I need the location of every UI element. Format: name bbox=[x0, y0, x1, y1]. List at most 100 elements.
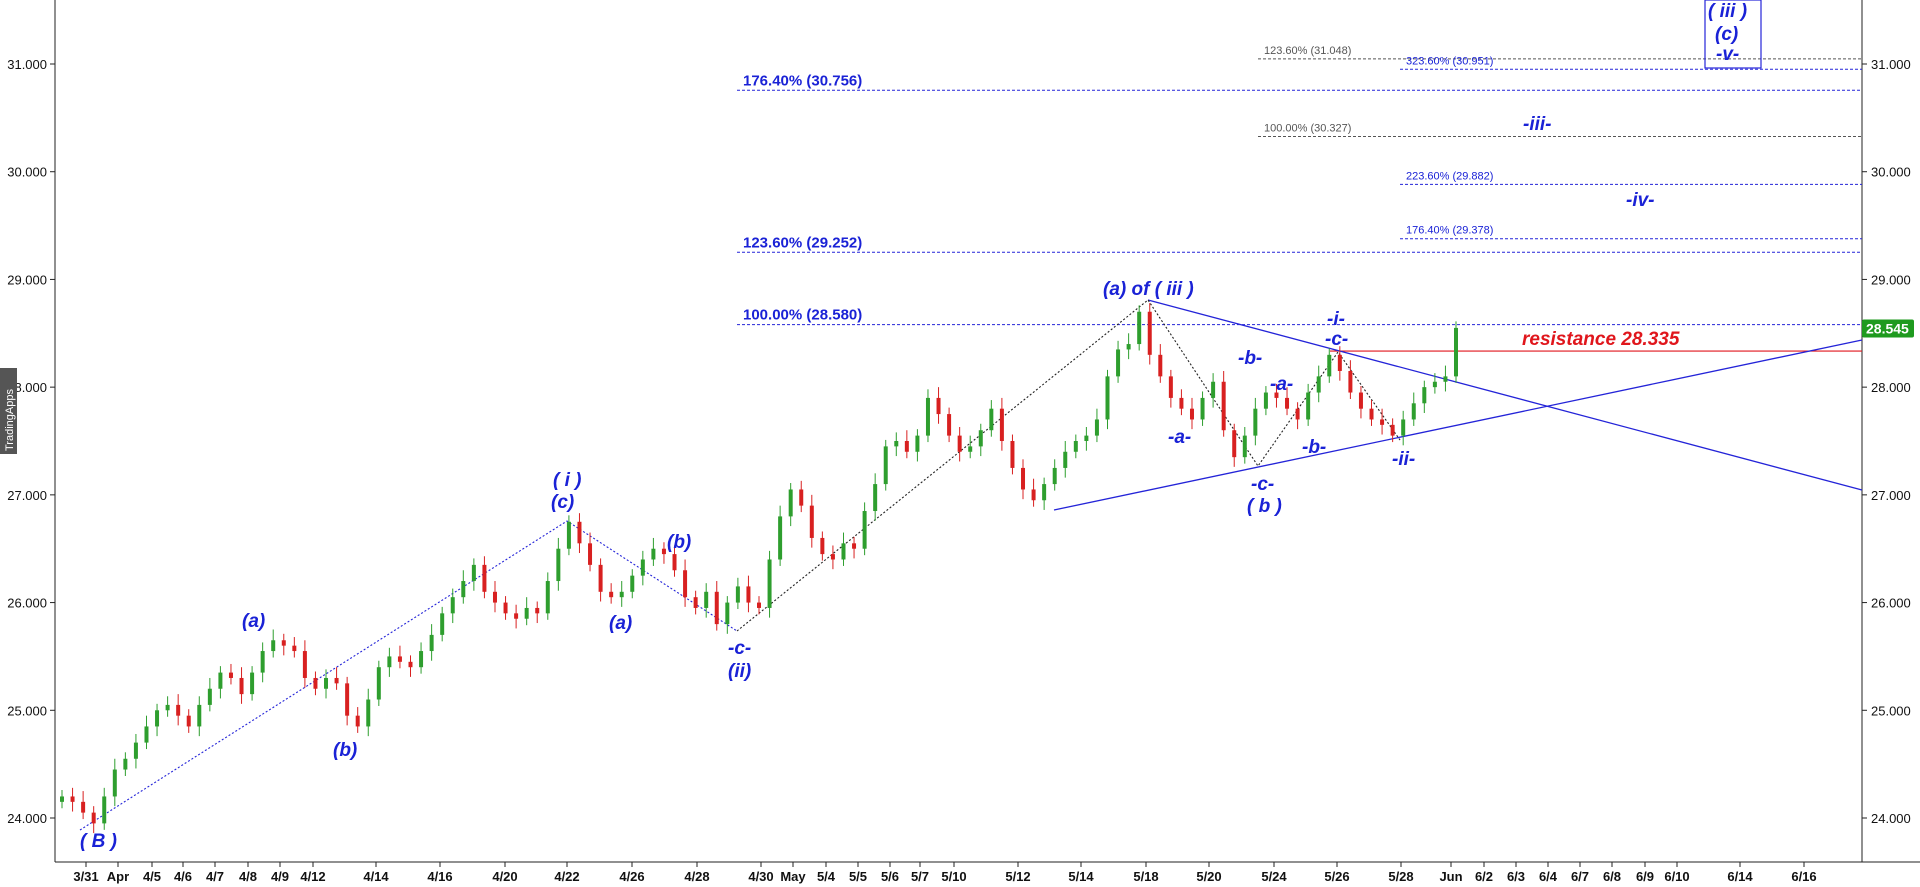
x-tick-label: 5/12 bbox=[1005, 869, 1030, 884]
candle bbox=[788, 483, 793, 527]
candle bbox=[841, 532, 846, 566]
x-tick-label: 5/28 bbox=[1388, 869, 1413, 884]
wave-label: (b) bbox=[667, 532, 691, 553]
y-tick-label: 29.000 bbox=[7, 272, 47, 287]
x-tick-label: 4/6 bbox=[174, 869, 192, 884]
candle bbox=[471, 558, 476, 591]
candle bbox=[355, 707, 360, 733]
candle bbox=[324, 669, 329, 699]
x-tick-label: May bbox=[780, 869, 806, 884]
candle bbox=[1147, 303, 1152, 365]
candle bbox=[767, 550, 772, 618]
candle bbox=[619, 581, 624, 607]
candle bbox=[999, 397, 1004, 451]
candle bbox=[492, 581, 497, 613]
wave-label: -iii- bbox=[1523, 114, 1552, 135]
candle bbox=[640, 550, 645, 586]
candle bbox=[155, 703, 160, 737]
candle bbox=[461, 570, 466, 604]
candle bbox=[566, 515, 571, 556]
wave-label: -i- bbox=[1327, 309, 1345, 330]
fib-level-label: 323.60% (30.951) bbox=[1406, 55, 1493, 67]
candle bbox=[1116, 340, 1121, 383]
candle bbox=[1327, 348, 1332, 383]
candle bbox=[1242, 426, 1247, 464]
fib-level-label: 123.60% (31.048) bbox=[1264, 45, 1351, 57]
candle bbox=[334, 667, 339, 690]
candle bbox=[545, 572, 550, 620]
candle bbox=[186, 709, 191, 733]
x-tick-label: 6/14 bbox=[1727, 869, 1753, 884]
x-tick-label: 5/20 bbox=[1196, 869, 1221, 884]
candle bbox=[429, 624, 434, 661]
candle bbox=[683, 559, 688, 607]
y-tick-label: 30.000 bbox=[7, 165, 47, 180]
candle bbox=[1052, 459, 1057, 491]
candle bbox=[873, 473, 878, 521]
fib-level-label: 100.00% (28.580) bbox=[743, 307, 862, 324]
x-tick-label: 5/6 bbox=[881, 869, 899, 884]
candle bbox=[1369, 400, 1374, 426]
candle bbox=[207, 677, 212, 712]
candle bbox=[661, 542, 666, 564]
candle bbox=[1422, 380, 1427, 413]
wave-label: -c- bbox=[728, 638, 751, 659]
candle bbox=[957, 426, 962, 462]
x-tick-label: 6/2 bbox=[1475, 869, 1493, 884]
candle bbox=[1401, 410, 1406, 446]
candle bbox=[345, 676, 350, 726]
candle bbox=[440, 606, 445, 642]
x-tick-label: 5/10 bbox=[941, 869, 966, 884]
candle bbox=[1179, 389, 1184, 416]
x-tick-label: 5/18 bbox=[1133, 869, 1158, 884]
x-tick-label: 6/9 bbox=[1636, 869, 1654, 884]
x-tick-label: 5/4 bbox=[817, 869, 836, 884]
candle bbox=[809, 494, 814, 548]
candle bbox=[1253, 397, 1258, 446]
candle bbox=[1042, 477, 1047, 510]
wave-label: -iv- bbox=[1626, 190, 1655, 211]
candle bbox=[239, 667, 244, 704]
candle bbox=[915, 429, 920, 462]
wave-iii-box bbox=[1704, 0, 1762, 69]
candle bbox=[1295, 402, 1300, 430]
candle bbox=[746, 575, 751, 613]
candle bbox=[176, 694, 181, 726]
x-tick-label: 4/5 bbox=[143, 869, 161, 884]
wave-label: -c- bbox=[1251, 474, 1274, 495]
candle bbox=[102, 787, 107, 830]
x-tick-label: 6/4 bbox=[1539, 869, 1558, 884]
candle bbox=[1126, 333, 1131, 360]
candle bbox=[989, 400, 994, 437]
y-tick-label: 28.000 bbox=[1871, 380, 1911, 395]
candle bbox=[894, 432, 899, 457]
lower-trendline bbox=[1053, 339, 1863, 511]
candle bbox=[714, 581, 719, 631]
x-tick-label: 4/9 bbox=[271, 869, 289, 884]
candle bbox=[70, 787, 75, 812]
candle bbox=[1221, 370, 1226, 437]
x-tick-label: 4/20 bbox=[492, 869, 517, 884]
y-tick-label: 24.000 bbox=[1871, 811, 1911, 826]
candle bbox=[228, 663, 233, 685]
fib-level-label: 123.60% (29.252) bbox=[743, 234, 862, 251]
candle bbox=[820, 531, 825, 561]
candle bbox=[144, 715, 149, 750]
candle bbox=[725, 596, 730, 634]
candle bbox=[556, 537, 561, 591]
candle bbox=[450, 588, 455, 624]
fib-level-label: 176.40% (29.378) bbox=[1406, 225, 1493, 237]
y-tick-label: 25.000 bbox=[1871, 703, 1911, 718]
candle bbox=[904, 430, 909, 459]
y-tick-label: 24.000 bbox=[7, 811, 47, 826]
candle bbox=[250, 666, 255, 701]
y-tick-label: 25.000 bbox=[7, 703, 47, 718]
x-tick-label: 6/10 bbox=[1664, 869, 1689, 884]
candle bbox=[514, 604, 519, 629]
x-tick-label: 4/16 bbox=[427, 869, 452, 884]
last-price-badge: 28.545 bbox=[1862, 319, 1914, 338]
x-tick-label: 6/7 bbox=[1571, 869, 1589, 884]
candle bbox=[313, 671, 318, 696]
candle bbox=[1411, 392, 1416, 426]
